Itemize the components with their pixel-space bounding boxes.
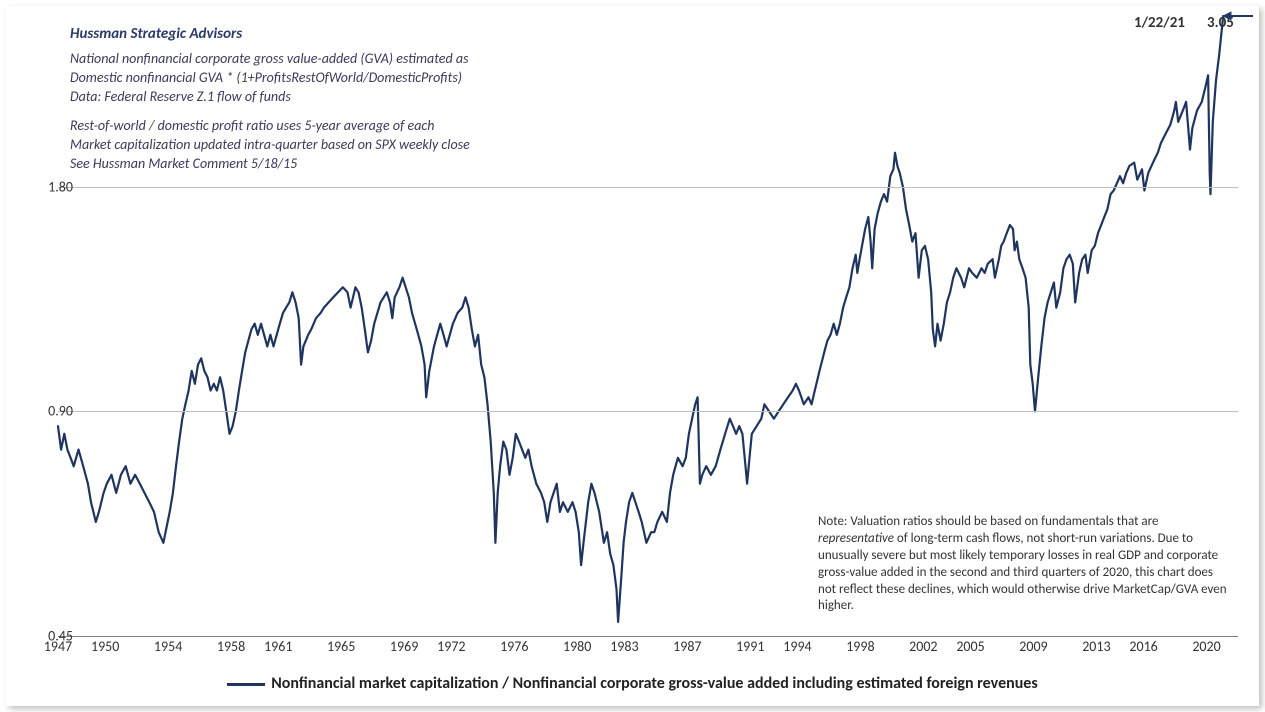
desc-line: National nonfinancial corporate gross va… (70, 50, 470, 69)
x-tick-label: 2016 (1129, 638, 1157, 655)
end-date-label: 1/22/21 (1134, 14, 1185, 32)
x-tick-label: 2020 (1192, 638, 1220, 655)
grid-line (58, 187, 1238, 188)
chart-frame: Hussman Strategic Advisors National nonf… (6, 6, 1259, 706)
x-tick-label: 2013 (1082, 638, 1110, 655)
x-tick-label: 2002 (909, 638, 937, 655)
x-tick-label: 1994 (783, 638, 811, 655)
x-tick-label: 2005 (956, 638, 984, 655)
x-tick-label: 1983 (610, 638, 638, 655)
end-arrow-icon (1223, 10, 1253, 22)
note-block: Note: Valuation ratios should be based o… (818, 514, 1228, 615)
desc-line: Domestic nonfinancial GVA * (1+ProfitsRe… (70, 69, 470, 88)
note-italic: representative (818, 531, 894, 546)
x-tick-label: 1965 (327, 638, 355, 655)
x-tick-label: 2009 (1019, 638, 1047, 655)
desc-line: Rest-of-world / domestic profit ratio us… (70, 117, 470, 136)
title-block: Hussman Strategic Advisors National nonf… (70, 24, 470, 174)
x-tick-label: 1950 (91, 638, 119, 655)
note-prefix: Note: Valuation ratios should be based o… (818, 514, 1158, 529)
desc-line: See Hussman Market Comment 5/18/15 (70, 155, 470, 174)
grid-line (58, 411, 1238, 412)
x-tick-label: 1947 (44, 638, 72, 655)
grid-line (58, 636, 1238, 637)
x-tick-label: 1991 (736, 638, 764, 655)
x-tick-label: 1954 (154, 638, 182, 655)
x-tick-label: 1961 (264, 638, 292, 655)
x-tick-label: 1958 (217, 638, 245, 655)
legend-swatch (227, 683, 265, 686)
brand-label: Hussman Strategic Advisors (70, 24, 470, 44)
x-tick-label: 1987 (673, 638, 701, 655)
x-tick-label: 1998 (846, 638, 874, 655)
x-tick-label: 1980 (563, 638, 591, 655)
y-tick-label: 0.90 (13, 403, 73, 420)
desc-line: Market capitalization updated intra-quar… (70, 136, 470, 155)
x-tick-label: 1969 (390, 638, 418, 655)
y-tick-label: 1.80 (13, 178, 73, 195)
desc-line: Data: Federal Reserve Z.1 flow of funds (70, 88, 470, 107)
x-tick-label: 1976 (500, 638, 528, 655)
legend: Nonfinancial market capitalization / Non… (6, 674, 1259, 693)
legend-label: Nonfinancial market capitalization / Non… (271, 674, 1037, 693)
x-tick-label: 1972 (437, 638, 465, 655)
